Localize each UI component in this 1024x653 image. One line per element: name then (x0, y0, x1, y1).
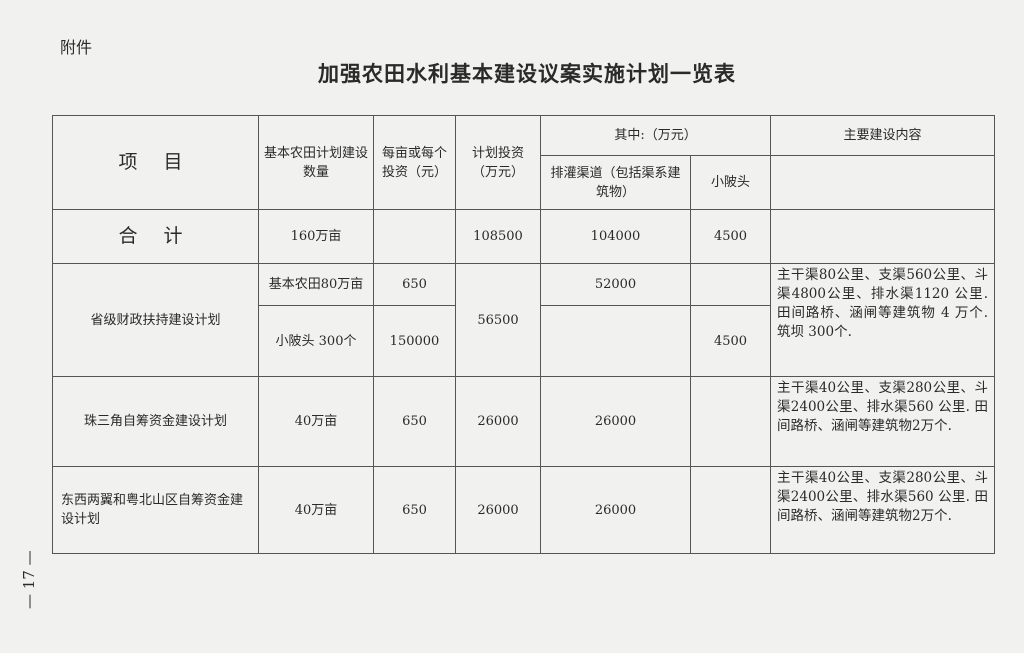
cell-channels: 52000 (540, 263, 691, 306)
cell-investment: 26000 (455, 466, 541, 554)
cell-quantity: 40万亩 (258, 466, 374, 554)
header-small-dams: 小陂头 (689, 155, 772, 210)
header-quantity: 基本农田计划建设数量 (258, 115, 374, 210)
cell-quantity: 小陂头 300个 (258, 305, 374, 377)
table-row-total: 合 计 160万亩 108500 104000 4500 (52, 209, 996, 264)
attachment-label: 附件 (60, 38, 93, 57)
cell-item: 省级财政扶持建设计划 (52, 263, 259, 377)
cell-content: 主干渠40公里、支渠280公里、斗渠2400公里、排水渠560 公里. 田间路桥… (770, 376, 996, 467)
table-row-provincial: 省级财政扶持建设计划 基本农田80万亩 650 56500 52000 主干渠8… (52, 263, 996, 377)
header-item: 项 目 (52, 115, 259, 210)
cell-channels: 26000 (540, 376, 691, 467)
cell-quantity: 160万亩 (258, 209, 374, 264)
cell-quantity: 40万亩 (258, 376, 374, 467)
cell-per-unit: 650 (373, 376, 456, 467)
cell-channels: 26000 (540, 466, 691, 554)
cell-content (770, 209, 996, 264)
table-row-prd: 珠三角自筹资金建设计划 40万亩 650 26000 26000 主干渠40公里… (52, 376, 996, 467)
table-row-east-west: 东西两翼和粤北山区自筹资金建设计划 40万亩 650 26000 26000 主… (52, 466, 996, 554)
cell-content: 主干渠40公里、支渠280公里、斗渠2400公里、排水渠560 公里. 田间路桥… (770, 466, 996, 554)
cell-item: 东西两翼和粤北山区自筹资金建设计划 (52, 466, 259, 554)
header-content: 主要建设内容 (770, 115, 996, 156)
cell-investment: 108500 (455, 209, 541, 264)
plan-table: 项 目 基本农田计划建设数量 每亩或每个投资（元） 计划投资（万元） 其中:（万… (52, 115, 996, 554)
cell-small-dams (689, 376, 772, 467)
cell-quantity: 基本农田80万亩 (258, 263, 374, 306)
empty-cell (770, 155, 996, 210)
page-number: — 17 — (20, 550, 38, 610)
header-channels: 排灌渠道（包括渠系建筑物） (540, 155, 691, 210)
cell-small-dams (689, 263, 772, 306)
cell-per-unit: 650 (373, 466, 456, 554)
cell-item: 合 计 (52, 209, 259, 264)
header-investment: 计划投资（万元） (455, 115, 541, 210)
cell-per-unit: 150000 (373, 305, 456, 377)
cell-channels: 104000 (540, 209, 691, 264)
cell-investment: 26000 (455, 376, 541, 467)
header-row: 项 目 基本农田计划建设数量 每亩或每个投资（元） 计划投资（万元） 其中:（万… (52, 115, 996, 210)
cell-investment: 56500 (455, 263, 541, 377)
cell-channels (540, 305, 691, 377)
cell-per-unit: 650 (373, 263, 456, 306)
subheader-row: 排灌渠道（包括渠系建筑物） 小陂头 (53, 155, 996, 210)
table-row-provincial-sub: 小陂头 300个 150000 4500 (53, 305, 995, 377)
page-title: 加强农田水利基本建设议案实施计划一览表 (318, 61, 736, 86)
header-per-unit: 每亩或每个投资（元） (373, 115, 456, 210)
cell-small-dams (689, 466, 772, 554)
cell-content: 主干渠80公里、支渠560公里、斗渠4800公里、排水渠1120 公里. 田间路… (770, 263, 996, 377)
cell-small-dams: 4500 (689, 209, 772, 264)
header-of-which: 其中:（万元） (539, 115, 772, 156)
cell-small-dams: 4500 (689, 305, 772, 377)
cell-item: 珠三角自筹资金建设计划 (52, 376, 259, 467)
cell-per-unit (373, 209, 456, 264)
